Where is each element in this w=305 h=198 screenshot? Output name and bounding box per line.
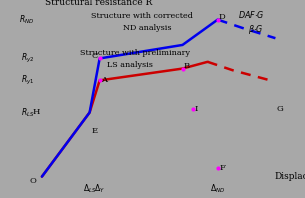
Text: $R_{y2}$: $R_{y2}$ xyxy=(21,52,34,65)
Text: C: C xyxy=(92,51,98,60)
Text: E: E xyxy=(91,127,97,135)
Text: Structure with corrected: Structure with corrected xyxy=(92,12,193,20)
Text: D: D xyxy=(219,13,225,21)
Text: G: G xyxy=(277,105,284,113)
Text: $\Delta_{ND}$: $\Delta_{ND}$ xyxy=(210,182,225,195)
Text: B: B xyxy=(184,62,190,70)
Text: LS analysis: LS analysis xyxy=(107,61,153,69)
Text: Structure with preliminary: Structure with preliminary xyxy=(80,49,190,57)
Text: $R_{LS}$: $R_{LS}$ xyxy=(21,106,34,119)
Text: $\Delta_Y$: $\Delta_Y$ xyxy=(94,182,105,195)
Text: $\Delta_{LS}$: $\Delta_{LS}$ xyxy=(83,182,96,195)
Text: I: I xyxy=(195,105,198,113)
Text: Structural resistance R: Structural resistance R xyxy=(45,0,152,8)
Text: H: H xyxy=(32,109,40,116)
Text: $\beta{\cdot}G$: $\beta{\cdot}G$ xyxy=(248,23,263,36)
Text: ND analysis: ND analysis xyxy=(123,24,172,32)
Text: O: O xyxy=(30,177,36,186)
Text: DisplacementΔ: DisplacementΔ xyxy=(275,172,305,181)
Text: $R_{y1}$: $R_{y1}$ xyxy=(21,74,34,87)
Text: $R_{ND}$: $R_{ND}$ xyxy=(19,13,34,26)
Text: A: A xyxy=(101,76,107,84)
Text: F: F xyxy=(219,164,225,172)
Text: $DAF{\cdot}G$: $DAF{\cdot}G$ xyxy=(238,9,264,20)
